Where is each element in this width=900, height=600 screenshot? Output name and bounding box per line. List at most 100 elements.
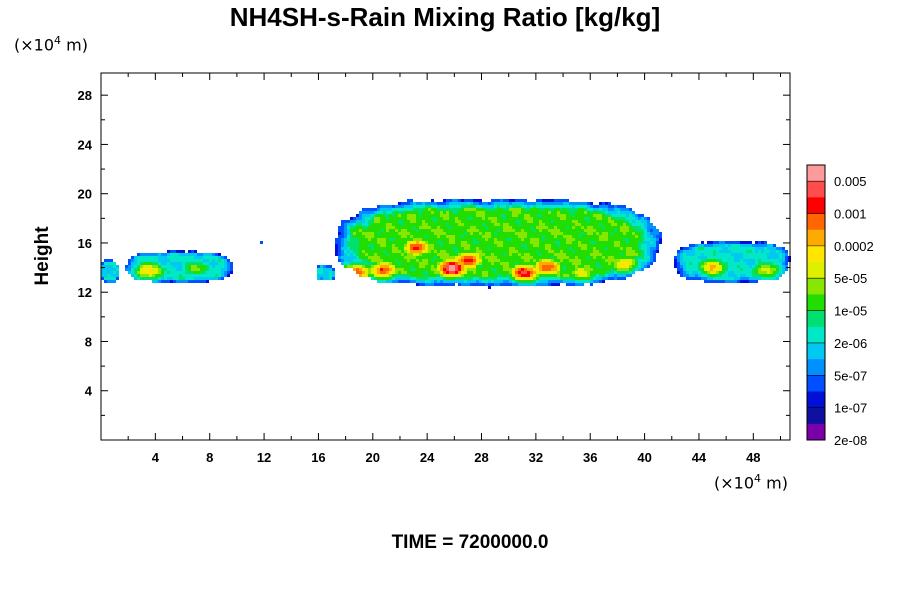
- heatmap-cell: [443, 217, 446, 220]
- heatmap-cell: [764, 259, 767, 262]
- heatmap-cell: [545, 214, 548, 217]
- heatmap-cell: [449, 223, 452, 226]
- heatmap-cell: [356, 271, 359, 274]
- heatmap-cell: [419, 280, 422, 283]
- heatmap-cell: [473, 277, 476, 280]
- heatmap-cell: [623, 217, 626, 220]
- heatmap-cell: [779, 256, 782, 259]
- heatmap-cell: [215, 265, 218, 268]
- heatmap-cell: [503, 268, 506, 271]
- heatmap-cell: [356, 253, 359, 256]
- heatmap-cell: [623, 226, 626, 229]
- heatmap-cell: [464, 208, 467, 211]
- heatmap-cell: [521, 268, 524, 271]
- heatmap-cell: [416, 235, 419, 238]
- heatmap-cell: [551, 268, 554, 271]
- heatmap-cell: [578, 271, 581, 274]
- heatmap-cell: [356, 256, 359, 259]
- heatmap-cell: [422, 229, 425, 232]
- heatmap-cell: [515, 271, 518, 274]
- heatmap-cell: [365, 226, 368, 229]
- heatmap-cell: [635, 214, 638, 217]
- heatmap-cell: [407, 265, 410, 268]
- heatmap-cell: [569, 250, 572, 253]
- heatmap-cell: [569, 247, 572, 250]
- heatmap-cell: [326, 271, 329, 274]
- heatmap-cell: [173, 262, 176, 265]
- heatmap-cell: [200, 259, 203, 262]
- heatmap-cell: [140, 265, 143, 268]
- heatmap-cell: [632, 235, 635, 238]
- heatmap-cell: [581, 232, 584, 235]
- heatmap-cell: [512, 202, 515, 205]
- heatmap-cell: [170, 265, 173, 268]
- heatmap-cell: [521, 271, 524, 274]
- heatmap-cell: [425, 232, 428, 235]
- heatmap-cell: [524, 277, 527, 280]
- heatmap-cell: [641, 259, 644, 262]
- heatmap-cell: [407, 280, 410, 283]
- heatmap-cell: [782, 262, 785, 265]
- heatmap-cell: [488, 250, 491, 253]
- heatmap-cell: [380, 208, 383, 211]
- heatmap-cell: [416, 226, 419, 229]
- heatmap-cell: [692, 250, 695, 253]
- heatmap-cell: [446, 235, 449, 238]
- heatmap-cell: [416, 256, 419, 259]
- heatmap-cell: [629, 208, 632, 211]
- heatmap-cell: [560, 280, 563, 283]
- heatmap-cell: [692, 253, 695, 256]
- heatmap-cell: [464, 253, 467, 256]
- heatmap-cell: [707, 259, 710, 262]
- heatmap-cell: [371, 244, 374, 247]
- heatmap-cell: [362, 250, 365, 253]
- heatmap-cell: [371, 229, 374, 232]
- heatmap-cell: [500, 229, 503, 232]
- heatmap-cell: [344, 238, 347, 241]
- heatmap-cell: [737, 253, 740, 256]
- heatmap-cell: [422, 226, 425, 229]
- heatmap-cell: [752, 253, 755, 256]
- heatmap-cell: [614, 208, 617, 211]
- heatmap-cell: [401, 262, 404, 265]
- heatmap-cell: [218, 277, 221, 280]
- heatmap-cell: [386, 256, 389, 259]
- heatmap-cell: [395, 220, 398, 223]
- heatmap-cell: [185, 271, 188, 274]
- heatmap-cell: [350, 220, 353, 223]
- heatmap-cell: [575, 217, 578, 220]
- heatmap-cell: [524, 202, 527, 205]
- heatmap-cell: [341, 238, 344, 241]
- heatmap-cell: [365, 244, 368, 247]
- heatmap-cell: [227, 274, 230, 277]
- heatmap-cell: [683, 268, 686, 271]
- heatmap-cell: [455, 208, 458, 211]
- heatmap-cell: [713, 262, 716, 265]
- heatmap-cell: [533, 238, 536, 241]
- heatmap-cell: [476, 253, 479, 256]
- colorbar-label: 2e-08: [834, 433, 867, 448]
- heatmap-cell: [614, 253, 617, 256]
- heatmap-cell: [593, 244, 596, 247]
- heatmap-cell: [425, 214, 428, 217]
- heatmap-cell: [470, 226, 473, 229]
- heatmap-cell: [377, 244, 380, 247]
- heatmap-cell: [731, 259, 734, 262]
- heatmap-cell: [452, 199, 455, 202]
- heatmap-cell: [476, 226, 479, 229]
- heatmap-cell: [731, 274, 734, 277]
- heatmap-cell: [722, 259, 725, 262]
- heatmap-cell: [320, 277, 323, 280]
- heatmap-cell: [539, 226, 542, 229]
- heatmap-cell: [578, 247, 581, 250]
- heatmap-cell: [464, 274, 467, 277]
- heatmap-cell: [389, 232, 392, 235]
- heatmap-cell: [467, 217, 470, 220]
- heatmap-cell: [410, 220, 413, 223]
- heatmap-cell: [407, 241, 410, 244]
- heatmap-cell: [539, 274, 542, 277]
- heatmap-cell: [581, 271, 584, 274]
- heatmap-cell: [644, 235, 647, 238]
- heatmap-cell: [617, 238, 620, 241]
- heatmap-cell: [401, 202, 404, 205]
